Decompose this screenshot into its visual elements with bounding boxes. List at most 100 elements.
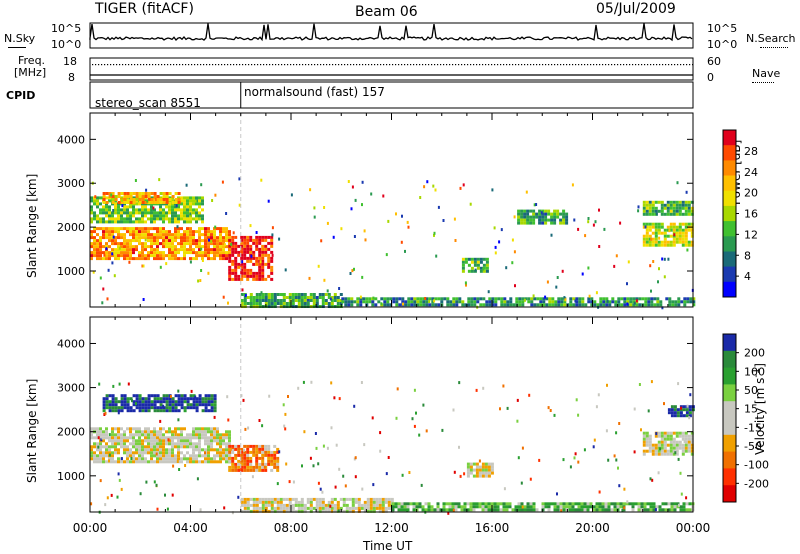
velocity-echo-cell [204, 394, 208, 398]
velocity-echo-cell [141, 400, 145, 404]
velocity-echo-cell [117, 448, 120, 452]
power-echo-cell [315, 296, 319, 299]
velocity-echo-cell [687, 449, 691, 453]
power-echo-cell [644, 303, 648, 307]
power-echo-cell [186, 214, 189, 218]
power-echo-cell [156, 227, 159, 231]
velocity-echo-cell [240, 456, 244, 460]
power-echo-cell [243, 244, 247, 248]
velocity-echo-cell [673, 414, 677, 418]
nave-dot [98, 64, 100, 66]
velocity-echo-cell [240, 497, 244, 501]
nave-dot [290, 64, 292, 66]
power-echo-cell [666, 234, 670, 238]
power-echo-cell [225, 245, 228, 249]
velocity-echo-cell [141, 430, 144, 434]
power-echo-cell [255, 259, 259, 263]
velocity-noise-cell [425, 429, 428, 433]
velocity-echo-cell [309, 503, 313, 507]
nave-dot [557, 64, 559, 66]
velocity-echo-cell [267, 456, 271, 460]
velocity-echo-cell [499, 508, 503, 512]
power-echo-cell [657, 240, 661, 244]
power-echo-cell [264, 253, 268, 257]
velocity-echo-cell [690, 449, 694, 453]
power-echo-cell [645, 209, 649, 213]
power-echo-cell [237, 253, 241, 257]
velocity-echo-cell [309, 506, 313, 510]
velocity-echo-cell [93, 457, 96, 461]
nave-dot [272, 64, 274, 66]
power-echo-cell [578, 300, 582, 304]
power-echo-cell [291, 296, 295, 299]
velocity-echo-cell [642, 449, 646, 453]
power-echo-cell [144, 230, 147, 234]
velocity-echo-cell [264, 447, 268, 451]
power-echo-cell [692, 300, 696, 304]
velocity-noise-cell [396, 387, 399, 391]
velocity-echo-cell [580, 505, 584, 509]
velocity-noise-cell [638, 383, 641, 386]
power-echo-cell [681, 234, 685, 238]
velocity-echo-cell [126, 403, 130, 407]
velocity-echo-cell [457, 502, 461, 506]
velocity-echo-cell [189, 433, 192, 437]
velocity-echo-cell [360, 506, 364, 510]
power-echo-cell [135, 257, 138, 261]
velocity-echo-cell [517, 508, 521, 512]
nave-dot [380, 64, 382, 66]
power-echo-cell [90, 254, 93, 258]
power-echo-cell [270, 259, 274, 263]
power-echo-cell [192, 239, 195, 243]
velocity-noise-cell [301, 464, 303, 468]
velocity-echo-cell [135, 439, 138, 443]
nave-dot [239, 64, 241, 66]
velocity-echo-cell [180, 403, 184, 407]
power-echo-cell [96, 196, 99, 200]
power-echo-cell [198, 239, 201, 243]
velocity-echo-cell [372, 500, 376, 504]
velocity-echo-cell [642, 443, 646, 447]
velocity-echo-cell [687, 446, 691, 450]
nave-dot [317, 64, 319, 66]
velocity-noise-cell [303, 430, 306, 434]
power-echo-cell [517, 212, 521, 216]
power-echo-cell [279, 299, 283, 302]
power-echo-cell [156, 195, 160, 198]
nsky-label: N.Sky [4, 32, 36, 45]
power-echo-cell [189, 251, 192, 255]
velocity-echo-cell [126, 436, 129, 440]
power-echo-cell [129, 254, 132, 258]
velocity-echo-cell [673, 405, 677, 409]
velocity-echo-cell [475, 502, 479, 506]
velocity-echo-cell [204, 448, 207, 452]
power-echo-cell [159, 251, 162, 255]
power-echo-cell [541, 218, 545, 222]
velocity-echo-cell [99, 448, 102, 452]
velocity-echo-cell [634, 502, 638, 506]
power-echo-cell [123, 239, 126, 243]
power-echo-cell [512, 303, 516, 307]
power-echo-cell [96, 233, 99, 237]
power-echo-cell [231, 277, 235, 281]
velocity-echo-cell [463, 502, 467, 506]
velocity-echo-cell [556, 508, 560, 512]
power-echo-cell [174, 239, 177, 243]
power-echo-cell [677, 303, 681, 307]
power-echo-cell [162, 227, 165, 231]
velocity-echo-cell [424, 508, 428, 512]
velocity-echo-cell [111, 442, 114, 446]
velocity-noise-cell [538, 458, 541, 462]
nave-dot [95, 64, 97, 66]
power-echo-cell [126, 251, 129, 255]
velocity-echo-cell [661, 508, 665, 512]
velocity-echo-cell [114, 445, 117, 449]
power-echo-cell [189, 248, 192, 252]
velocity-noise-cell [517, 456, 520, 460]
power-echo-cell [180, 208, 183, 212]
power-echo-cell [174, 245, 177, 249]
power-echo-cell [258, 299, 262, 302]
power-echo-cell [419, 303, 423, 307]
velocity-echo-cell [586, 502, 590, 506]
power-echo-cell [153, 195, 157, 198]
